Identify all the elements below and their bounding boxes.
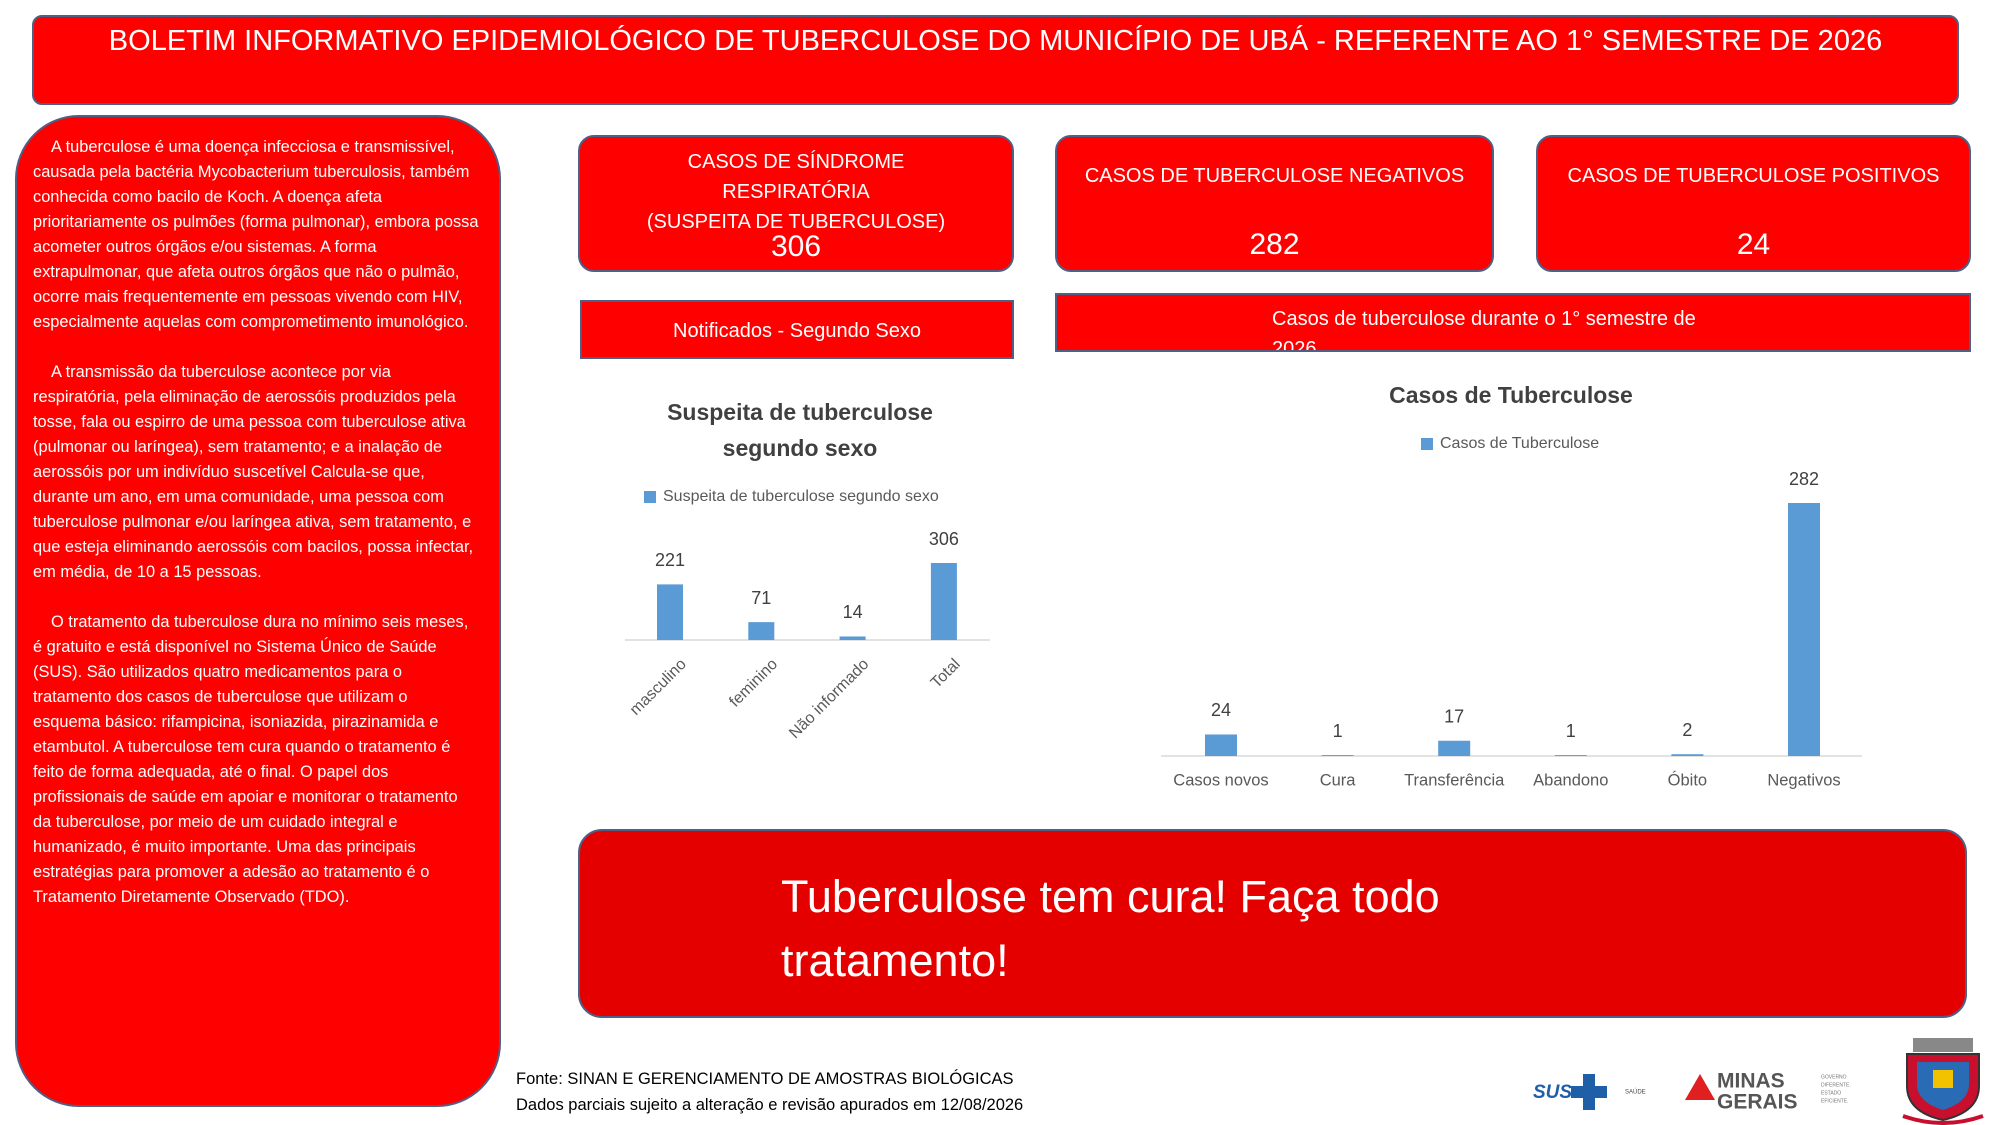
data-label: 1 — [1333, 721, 1343, 741]
paragraph: A transmissão da tuberculose acontece po… — [33, 363, 474, 581]
banner-text: Tuberculose tem cura! Faça todo tratamen… — [781, 871, 1440, 986]
card-label: RESPIRATÓRIA — [722, 181, 870, 203]
x-tick-label: masculino — [627, 656, 690, 719]
x-tick-label: Negativos — [1767, 771, 1840, 789]
data-label: 17 — [1444, 706, 1464, 726]
card-value: 282 — [1249, 228, 1300, 261]
x-tick-label: feminino — [726, 656, 781, 711]
chart-title: Suspeita de tuberculose segundo sexo — [667, 399, 933, 461]
bar — [657, 584, 683, 640]
card-value: 306 — [770, 230, 822, 263]
data-label: 71 — [751, 588, 771, 608]
intro-panel: A tuberculose é uma doença infecciosa e … — [15, 115, 501, 1107]
footer: Fonte: SINAN E GERENCIAMENTO DE AMOSTRAS… — [516, 1066, 1023, 1118]
header: BOLETIM INFORMATIVO EPIDEMIOLÓGICO DE TU… — [32, 15, 1959, 105]
x-tick-label: Óbito — [1668, 770, 1707, 789]
card-label: CASOS DE TUBERCULOSE NEGATIVOS — [1084, 165, 1465, 187]
source: Fonte: SINAN E GERENCIAMENTO DE AMOSTRAS… — [516, 1070, 1014, 1088]
sus-logo: SUS — [1533, 1082, 1572, 1103]
data-label: 2 — [1682, 720, 1692, 740]
mg-icon — [1685, 1074, 1715, 1100]
stat-card: CASOS DE TUBERCULOSE NEGATIVOS 282 — [1055, 135, 1494, 272]
data-label: 282 — [1789, 469, 1819, 489]
tagline: EFICIENTE. — [1821, 1098, 1849, 1104]
stat-card: CASOS DE SÍNDROME RESPIRATÓRIA (SUSPEITA D… — [578, 135, 1014, 272]
bar — [748, 622, 775, 640]
tagline: ESTADO — [1821, 1090, 1841, 1096]
x-tick-label: Transferência — [1404, 771, 1505, 789]
tagline: DIFERENTE. — [1821, 1082, 1851, 1088]
legend-label: Casos de Tuberculose — [1440, 435, 1599, 452]
data-label: 306 — [929, 529, 959, 549]
title: BOLETIM INFORMATIVO EPIDEMIOLÓGICO DE TU… — [108, 25, 1883, 57]
card-label: CASOS DE SÍNDROME — [687, 151, 905, 173]
section-title: Notificados - Segundo Sexo — [673, 320, 921, 342]
x-tick-label: Casos novos — [1173, 771, 1268, 789]
bar — [1671, 754, 1704, 756]
saude-label: SAÚDE — [1625, 1089, 1646, 1096]
coat-of-arms — [1902, 1038, 1984, 1125]
card-label: CASOS DE TUBERCULOSE POSITIVOS — [1567, 165, 1940, 187]
bar — [1438, 740, 1471, 756]
legend-swatch — [1421, 438, 1433, 450]
bar — [1788, 503, 1820, 756]
bar — [1554, 755, 1587, 756]
section-title: Casos de tuberculose durante o 1° semest… — [1272, 308, 1696, 352]
cross — [1571, 1086, 1607, 1098]
stat-card: CASOS DE TUBERCULOSE POSITIVOS 24 — [1536, 135, 1971, 272]
chart-title: Casos de Tuberculose — [1389, 382, 1633, 408]
tagline: GOVERNO — [1821, 1074, 1847, 1080]
bar — [1205, 734, 1237, 756]
data-label: 24 — [1211, 700, 1231, 720]
data-label: 1 — [1566, 721, 1576, 741]
x-tick-label: Não informado — [786, 656, 872, 742]
logos: SUS SAÚDE MINAS GERAIS GOVERNO DIFERENTE… — [1533, 1038, 1984, 1125]
data-label: 221 — [655, 550, 685, 570]
bar — [1321, 755, 1354, 756]
section-header: Casos de tuberculose durante o 1° semest… — [1055, 293, 1971, 352]
x-tick-label: Abandono — [1533, 771, 1608, 789]
mg-logo: GERAIS — [1717, 1091, 1798, 1114]
card-label: (SUSPEITA DE TUBERCULOSE) — [646, 211, 946, 233]
note: Dados parciais sujeito a alteração e rev… — [516, 1096, 1024, 1114]
legend-swatch — [644, 491, 656, 503]
card-value: 24 — [1736, 228, 1771, 261]
bar — [839, 636, 866, 640]
mg-logo: MINAS — [1717, 1070, 1785, 1093]
bar — [930, 563, 957, 640]
legend-label: Suspeita de tuberculose segundo sexo — [663, 488, 939, 505]
data-label: 14 — [843, 602, 863, 622]
x-tick-label: Cura — [1320, 771, 1357, 789]
banner: Tuberculose tem cura! Faça todo tratamen… — [578, 829, 1967, 1018]
x-tick-label: Total — [928, 656, 964, 692]
paragraph: O tratamento da tuberculose dura no míni… — [33, 613, 469, 906]
paragraph: A tuberculose é uma doença infecciosa e … — [33, 138, 479, 331]
section-header: Notificados - Segundo Sexo — [580, 300, 1014, 359]
